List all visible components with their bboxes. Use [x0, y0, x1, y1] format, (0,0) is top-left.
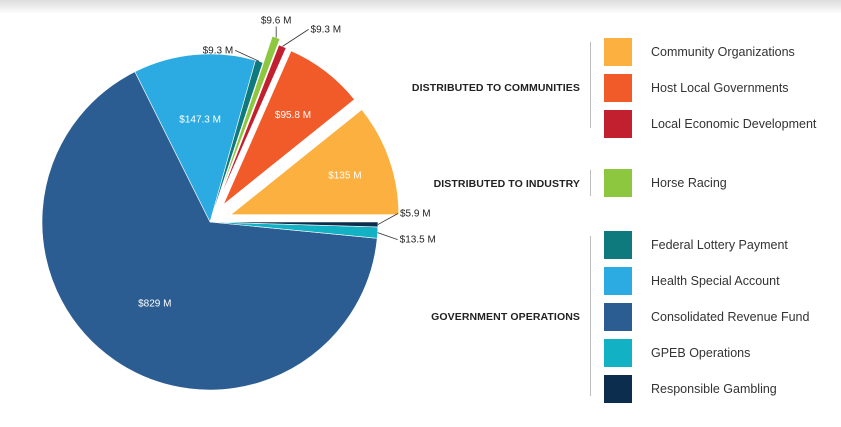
- legend-item-label: Host Local Governments: [651, 81, 789, 95]
- slice-label-federal-lottery-payment: $9.3 M: [203, 45, 234, 56]
- legend-item-label: Federal Lottery Payment: [651, 238, 788, 252]
- slice-label-responsible-gambling: $5.9 M: [400, 208, 431, 219]
- slice-label-community-organizations: $135 M: [328, 171, 361, 182]
- slice-label-horse-racing: $9.6 M: [261, 16, 292, 27]
- legend-item-label: Community Organizations: [651, 45, 795, 59]
- slice-label-host-local-governments: $95.8 M: [275, 110, 311, 121]
- pie-slice-health-special-account: [134, 53, 256, 223]
- slice-label-consolidated-revenue-fund: $829 M: [138, 298, 171, 309]
- legend-group-divider-government: [590, 236, 591, 396]
- legend-item-label: Local Economic Development: [651, 117, 817, 131]
- legend-swatch: [604, 267, 632, 295]
- top-shadow: [0, 0, 841, 14]
- legend-swatch: [604, 339, 632, 367]
- pie-slice-community-organizations: [229, 109, 400, 216]
- legend-item-label: Consolidated Revenue Fund: [651, 310, 810, 324]
- legend-group-divider-industry: [590, 170, 591, 196]
- legend-swatch: [604, 303, 632, 331]
- legend-item-label: GPEB Operations: [651, 346, 751, 360]
- leader-line-gpeb-operations: [377, 232, 398, 241]
- legend-item-label: Health Special Account: [651, 274, 780, 288]
- pie-slice-horse-racing: [219, 35, 281, 196]
- legend-swatch: [604, 375, 632, 403]
- legend-item-label: Horse Racing: [651, 176, 727, 190]
- legend-swatch: [604, 169, 632, 197]
- pie-slice-consolidated-revenue-fund: [41, 71, 378, 391]
- slice-label-local-economic-development: $9.3 M: [311, 24, 342, 35]
- pie-slice-local-economic-development: [218, 44, 287, 202]
- legend-swatch: [604, 74, 632, 102]
- pie-slice-host-local-governments: [223, 50, 355, 205]
- leader-line-responsible-gambling: [377, 213, 399, 225]
- legend-group-divider-communities: [590, 42, 591, 128]
- pie-chart: $135 M $95.8 M $9.3 M $9.6 M $9.3 M $147.3 M $…: [41, 16, 436, 391]
- leader-line-federal-lottery-payment: [235, 49, 260, 62]
- legend-swatch: [604, 231, 632, 259]
- legend-swatch: [604, 110, 632, 138]
- slice-label-gpeb-operations: $13.5 M: [400, 235, 436, 246]
- legend-item-label: Responsible Gambling: [651, 382, 777, 396]
- legend-swatch: [604, 38, 632, 66]
- leader-line-local-economic-development: [282, 29, 309, 47]
- slice-label-health-special-account: $147.3 M: [179, 114, 221, 125]
